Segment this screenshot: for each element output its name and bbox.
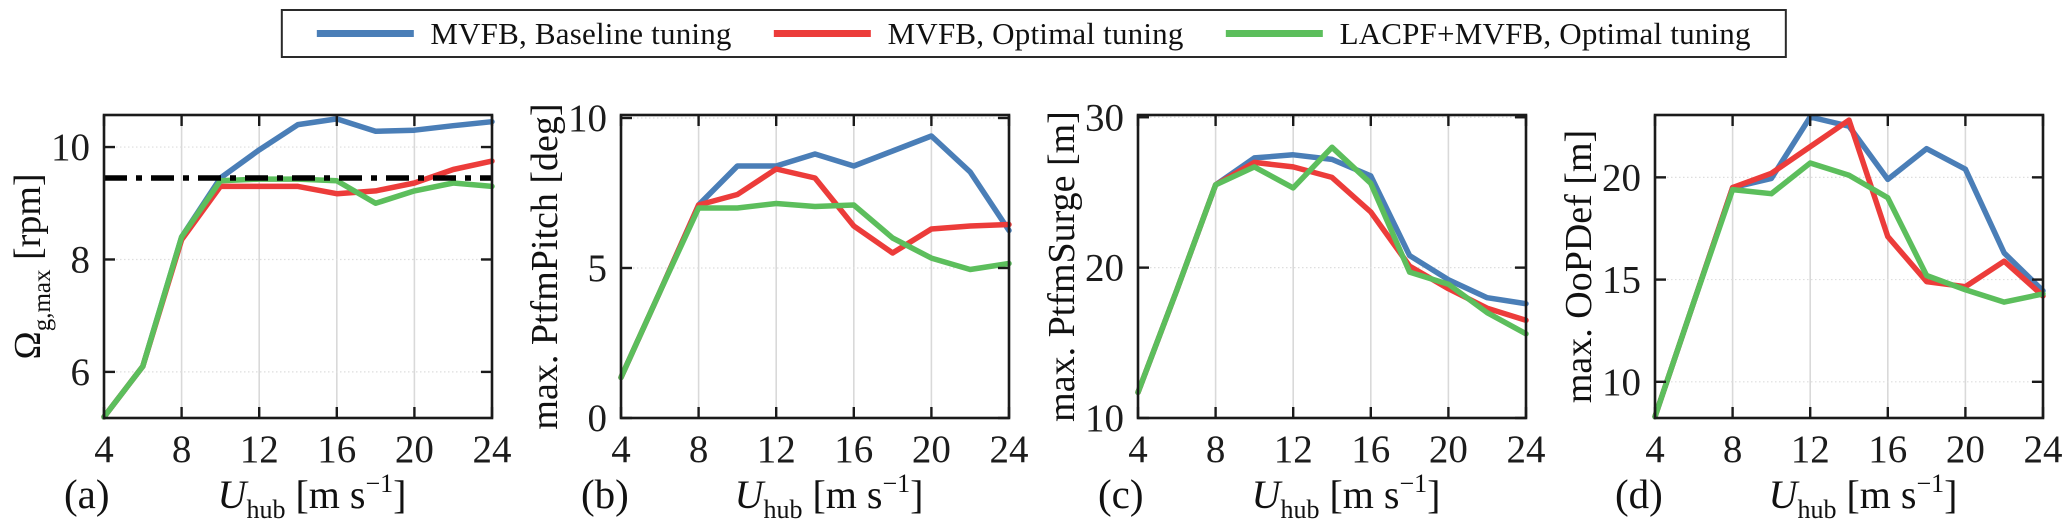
legend-line-swatch-red <box>773 30 871 37</box>
x-tick-label: 24 <box>990 428 1029 471</box>
x-axis-label: Uhub [m s−1] <box>218 469 407 524</box>
axes-box <box>1653 113 2045 420</box>
y-axis-label: max. PtfmPitch [deg] <box>524 103 566 429</box>
x-tick-label: 4 <box>1645 428 1665 471</box>
x-tick-label: 4 <box>611 428 631 471</box>
x-tick-label: 16 <box>834 428 873 471</box>
subplot-letter: (a) <box>64 471 110 517</box>
chart-b-platform-pitch: 4 8 12 16 20 24 0 5 10 max. PtfmPitch [deg] (b) Uhu… <box>517 0 1034 532</box>
series-line-lacpf-mvfb-optimal-tuning <box>1652 160 2046 420</box>
x-tick-label: 24 <box>2024 428 2063 471</box>
x-tick-label: 24 <box>1507 428 1546 471</box>
x-tick-label: 4 <box>1128 428 1148 471</box>
series-line-mvfb-baseline-tuning <box>618 133 1012 381</box>
y-tick-label: 10 <box>51 126 90 169</box>
y-tick-label: 10 <box>1085 397 1124 440</box>
x-tick-label: 20 <box>395 428 434 471</box>
x-tick-label: 8 <box>1206 428 1226 471</box>
legend-label: MVFB, Optimal tuning <box>887 15 1184 51</box>
x-tick-label: 12 <box>1791 428 1830 471</box>
y-tick-label: 20 <box>1602 156 1641 199</box>
y-tick-label: 6 <box>71 351 91 394</box>
series-line-mvfb-optimal-tuning <box>1135 159 1529 396</box>
series-line-mvfb-optimal-tuning <box>101 158 495 420</box>
series-line-mvfb-baseline-tuning <box>101 116 495 420</box>
x-tick-label: 12 <box>1274 428 1313 471</box>
series-line-mvfb-optimal-tuning <box>618 166 1012 381</box>
series-line-lacpf-mvfb-optimal-tuning <box>1135 144 1529 396</box>
y-axis-label: Ωg,max [rpm] <box>7 173 56 359</box>
axes-box <box>102 113 494 420</box>
y-tick-label: 8 <box>71 238 91 281</box>
x-tick-label: 8 <box>172 428 192 471</box>
y-tick-label: 15 <box>1602 259 1641 302</box>
series-line-lacpf-mvfb-optimal-tuning <box>101 176 495 420</box>
x-tick-label: 16 <box>1351 428 1390 471</box>
x-axis-label: Uhub [m s−1] <box>735 469 924 524</box>
chart-a-generator-speed: 4 8 12 16 20 24 6 8 10 Ωg,max [rpm] (a) Uhub [m s−1… <box>0 0 517 532</box>
subplot-letter: (d) <box>1615 471 1663 517</box>
x-tick-label: 20 <box>1946 428 1985 471</box>
y-tick-label: 0 <box>588 397 608 440</box>
x-tick-label: 8 <box>1723 428 1743 471</box>
series-line-mvfb-optimal-tuning <box>1652 117 2046 420</box>
x-tick-label: 12 <box>757 428 796 471</box>
x-tick-label: 12 <box>240 428 279 471</box>
x-tick-label: 20 <box>1429 428 1468 471</box>
chart-d-out-of-plane-deflection: 4 8 12 16 20 24 10 15 20 max. OoPDef [m] (d) Uhub [… <box>1551 0 2067 532</box>
axes-box <box>619 113 1011 420</box>
legend-item-lacpf-mvfb-optimal: LACPF+MVFB, Optimal tuning <box>1225 15 1751 52</box>
legend-item-mvfb-optimal: MVFB, Optimal tuning <box>773 15 1184 52</box>
x-tick-label: 8 <box>689 428 709 471</box>
legend-box: MVFB, Baseline tuning MVFB, Optimal tuni… <box>280 9 1787 58</box>
legend-line-swatch-green <box>1225 30 1323 37</box>
x-axis-label: Uhub [m s−1] <box>1769 469 1958 524</box>
x-tick-label: 16 <box>317 428 356 471</box>
x-tick-label: 16 <box>1868 428 1907 471</box>
series-line-mvfb-baseline-tuning <box>1135 152 1529 396</box>
y-tick-label: 20 <box>1085 247 1124 290</box>
x-tick-label: 4 <box>94 428 114 471</box>
y-tick-label: 10 <box>1602 361 1641 404</box>
y-tick-label: 30 <box>1085 96 1124 139</box>
subplot-letter: (b) <box>581 471 629 517</box>
legend-label: MVFB, Baseline tuning <box>430 15 732 51</box>
y-axis-label: max. PtfmSurge [m] <box>1041 111 1083 422</box>
series-line-mvfb-baseline-tuning <box>1652 114 2046 420</box>
y-tick-label: 5 <box>588 247 608 290</box>
x-tick-label: 20 <box>912 428 951 471</box>
legend-label: LACPF+MVFB, Optimal tuning <box>1339 15 1751 51</box>
y-tick-label: 10 <box>568 97 607 140</box>
x-axis-label: Uhub [m s−1] <box>1252 469 1441 524</box>
legend-item-mvfb-baseline: MVFB, Baseline tuning <box>316 16 731 52</box>
chart-c-platform-surge: 4 8 12 16 20 24 10 20 30 max. PtfmSurge [m] (c) Uhu… <box>1034 0 1551 532</box>
legend-line-swatch-blue <box>316 30 414 37</box>
subplot-letter: (c) <box>1098 471 1144 517</box>
y-axis-label: max. OoPDef [m] <box>1558 130 1600 403</box>
series-line-lacpf-mvfb-optimal-tuning <box>618 200 1012 381</box>
x-tick-label: 24 <box>473 428 512 471</box>
